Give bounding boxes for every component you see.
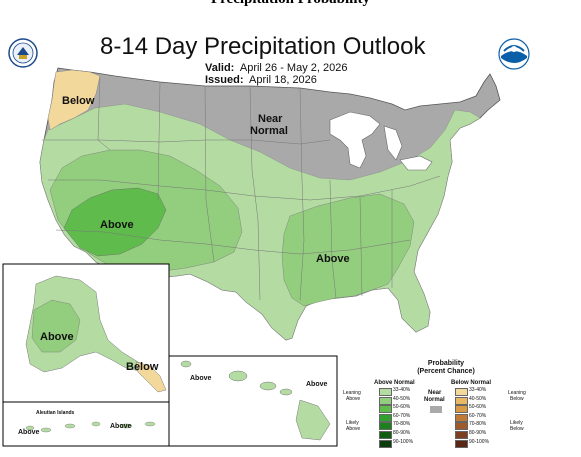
label-hawaii-above-1: Above (190, 375, 212, 382)
legend-above-swatch-5 (379, 431, 392, 439)
label-alaska-below: Below (126, 361, 159, 373)
label-above-se: Above (316, 253, 350, 265)
legend-above-label-6: 90-100% (393, 438, 414, 445)
legend-above-swatch-4 (379, 422, 392, 431)
legend-below-label-6: 90-100% (469, 438, 490, 445)
great-lakes (329, 111, 433, 171)
legend-above-swatch-3 (379, 413, 392, 422)
legend-above-swatch-6 (379, 439, 392, 448)
legend-below-label-5: 80-90% (469, 430, 487, 436)
legend-title-2: (Percent Chance) (417, 368, 475, 375)
legend-below-swatch-4 (455, 422, 468, 431)
legend-above-label-1: 40-50% (393, 395, 411, 402)
label-aleutian-above: Above (18, 429, 40, 436)
legend-near-swatch (430, 406, 442, 413)
legend-above-label-2: 50-60% (393, 404, 411, 411)
aleutian-islands-shapes (25, 421, 156, 433)
legend-below-label-3: 60-70% (469, 412, 487, 419)
legend-below-swatch-2 (455, 405, 468, 414)
page-header-title: Precipitation Probability (0, 0, 581, 8)
valid-label: Valid: (205, 62, 235, 74)
hawaii-islands (180, 360, 331, 441)
legend-above-label-0: 33-40% (393, 387, 411, 393)
legend-title-1: Probability (427, 360, 465, 367)
label-aleutian-above-2: Above (110, 423, 132, 430)
alaska-below-region (135, 361, 167, 393)
legend-leaning-below-1: Leaning (508, 390, 526, 396)
legend-below-label-4: 70-80% (469, 421, 487, 428)
legend-near-1: Near (428, 390, 442, 396)
nws-seal-icon (8, 38, 38, 68)
label-near-normal-2: Normal (250, 125, 288, 137)
legend-leaning-above-1: Leaning (343, 390, 361, 396)
legend-below-label-1: 40-50% (469, 395, 487, 402)
legend-likely-above-2: Above (346, 426, 361, 432)
legend-above-label-5: 80-90% (393, 430, 411, 436)
conus-above-50-60-core (63, 187, 167, 257)
legend-below-swatch-0 (455, 388, 468, 396)
issued-date: Issued: April 18, 2026 (205, 74, 317, 86)
label-hawaii-above-2: Above (306, 381, 328, 388)
legend-likely-below-2: Below (510, 426, 524, 432)
label-near-normal-1: Near (258, 113, 283, 125)
state-borders (42, 75, 441, 301)
issued-value: April 18, 2026 (249, 74, 317, 86)
legend-leaning-above-2: Above (346, 396, 361, 402)
legend-above-label-4: 70-80% (393, 421, 411, 428)
legend-above-swatch-0 (379, 388, 392, 396)
legend-below-swatch-3 (455, 413, 468, 422)
valid-value: April 26 - May 2, 2026 (239, 62, 348, 74)
label-aleutian-islands: Aleutian Islands (36, 410, 75, 416)
aleutian-inset-frame (2, 401, 170, 447)
legend-below-label-2: 50-60% (469, 404, 487, 411)
map-title: 8-14 Day Precipitation Outlook (100, 33, 426, 60)
legend-leaning-below-2: Below (510, 396, 524, 402)
legend-near-2: Normal (424, 397, 445, 403)
legend-likely-below-1: Likely (510, 420, 523, 426)
issued-label: Issued: (205, 74, 244, 86)
conus-below-33-40-northwest (47, 69, 101, 131)
legend-above-header: Above Normal (374, 380, 415, 386)
valid-dates: Valid: April 26 - May 2, 2026 (205, 62, 347, 74)
legend-below-swatch-1 (455, 396, 468, 405)
legend-above-swatch-1 (379, 396, 392, 405)
legend-below-swatch-5 (455, 431, 468, 439)
legend-likely-above-1: Likely (346, 420, 359, 426)
label-above-sw: Above (100, 219, 134, 231)
legend-below-header: Below Normal (451, 380, 492, 386)
legend-below-swatch-6 (455, 439, 468, 448)
label-alaska-above: Above (40, 331, 74, 343)
legend-below-label-0: 33-40% (469, 387, 487, 393)
label-below-nw: Below (62, 95, 95, 107)
legend-above-label-3: 60-70% (393, 412, 411, 419)
noaa-logo-icon (498, 38, 530, 70)
legend-above-swatch-2 (379, 405, 392, 414)
alaska-above-40-50 (31, 299, 81, 353)
